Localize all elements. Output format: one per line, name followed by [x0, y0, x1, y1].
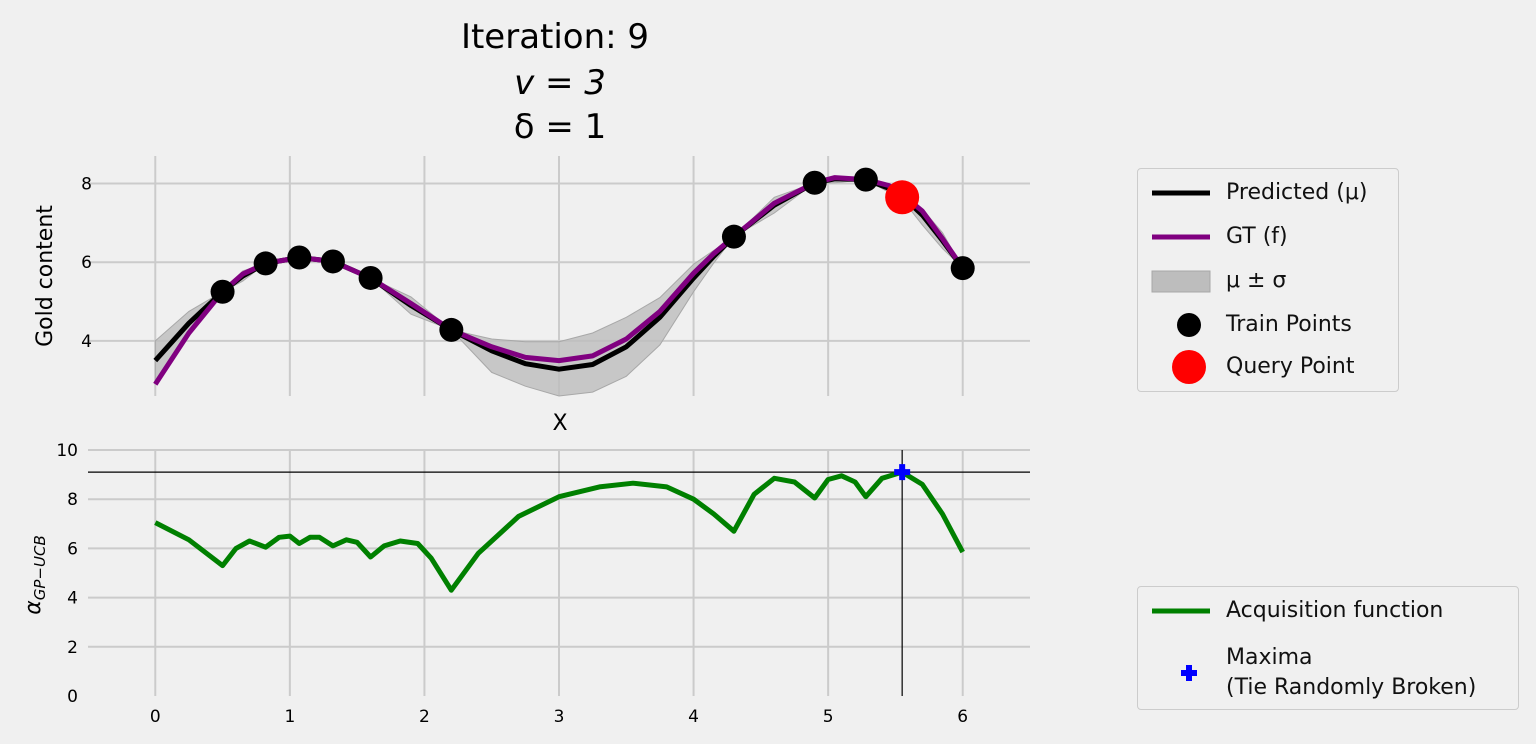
train-point — [721, 224, 746, 249]
train-point — [802, 170, 827, 195]
legend-item-query: Query Point — [1138, 347, 1398, 387]
legend-label: GT (f) — [1226, 224, 1288, 249]
legend-item-gt: GT (f) — [1138, 217, 1398, 257]
legend-item-predicted: Predicted (μ) — [1138, 173, 1398, 213]
train-point — [253, 251, 278, 276]
top-ylabel: Gold content — [33, 205, 58, 347]
y-tick-label: 10 — [56, 441, 78, 461]
legend-symbol-line — [1150, 217, 1212, 257]
legend-bottom: Acquisition function Maxima (Tie Randoml… — [1137, 586, 1519, 710]
maxima-marker — [894, 464, 911, 481]
x-tick-label: 1 — [284, 707, 295, 727]
y-tick-label: 8 — [81, 175, 92, 195]
chart-title-line2: v = 3 — [514, 63, 606, 103]
train-point — [287, 245, 312, 270]
chart-title-line1: Iteration: 9 — [461, 17, 649, 57]
y-tick-label: 8 — [67, 490, 78, 510]
legend-label: Maxima (Tie Randomly Broken) — [1226, 645, 1477, 700]
y-tick-label: 6 — [81, 253, 92, 273]
legend-symbol-bigdot — [1150, 347, 1212, 387]
x-tick-label: 3 — [554, 707, 565, 727]
legend-plus-mark — [1181, 665, 1197, 681]
y-tick-label: 6 — [67, 539, 78, 559]
query-point — [885, 180, 920, 215]
x-tick-label: 2 — [419, 707, 430, 727]
train-point — [210, 279, 235, 304]
x-tick-label: 5 — [823, 707, 834, 727]
legend-label: μ ± σ — [1226, 268, 1287, 293]
legend-symbol-plus — [1150, 653, 1212, 693]
legend-item-maxima: Maxima (Tie Randomly Broken) — [1138, 645, 1518, 700]
chart-title-line3: δ = 1 — [514, 107, 607, 147]
legend-label: Acquisition function — [1226, 598, 1444, 623]
x-tick-label: 6 — [957, 707, 968, 727]
train-point — [853, 167, 878, 192]
train-point — [358, 265, 383, 290]
legend-symbol-patch — [1150, 261, 1212, 301]
train-point — [950, 256, 975, 281]
x-tick-label: 4 — [688, 707, 699, 727]
y-tick-label: 4 — [67, 589, 78, 609]
legend-label: Train Points — [1226, 312, 1352, 337]
legend-dot-mark — [1172, 350, 1206, 384]
legend-item-band: μ ± σ — [1138, 261, 1398, 301]
bottom-ylabel: αGP−UCB — [21, 535, 49, 615]
legend-patch-mark — [1151, 270, 1211, 293]
y-tick-label: 0 — [67, 687, 78, 707]
legend-symbol-dot — [1150, 305, 1212, 345]
x-tick-label: 0 — [150, 707, 161, 727]
y-tick-label: 2 — [67, 638, 78, 658]
legend-label: Query Point — [1226, 354, 1355, 379]
legend-symbol-line — [1150, 173, 1212, 213]
legend-symbol-line — [1150, 591, 1212, 631]
legend-label: Predicted (μ) — [1226, 180, 1368, 205]
bottom-plot: 0 1 2 3 4 5 6 0 2 4 6 8 10 — [56, 441, 1030, 727]
legend-item-acquisition: Acquisition function — [1138, 591, 1518, 631]
train-point — [320, 249, 345, 274]
top-xlabel: X — [552, 411, 567, 436]
y-tick-label: 4 — [81, 332, 92, 352]
legend-item-train: Train Points — [1138, 305, 1398, 345]
train-point — [439, 317, 464, 342]
acquisition-line — [154, 469, 965, 593]
top-plot: 4 6 8 — [81, 156, 1030, 397]
legend-top: Predicted (μ) GT (f) μ ± σ Train Points … — [1137, 168, 1399, 392]
legend-dot-mark — [1177, 313, 1201, 337]
